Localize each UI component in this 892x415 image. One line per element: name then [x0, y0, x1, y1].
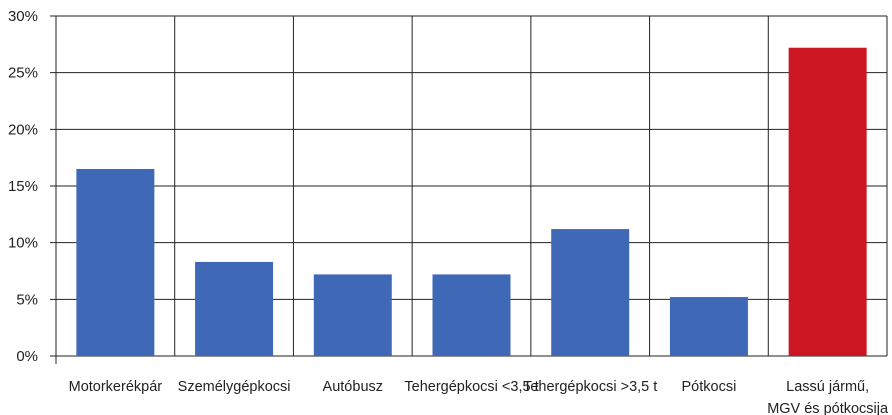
bar — [76, 169, 155, 356]
bar — [551, 229, 630, 356]
x-tick-label: Pótkocsi — [682, 379, 737, 395]
x-tick-label: Autóbusz — [323, 379, 383, 395]
bar — [195, 261, 274, 356]
y-axis-ticks: 0% 5% 10% 15% 20% 25% 30% — [8, 8, 38, 365]
y-tick-label: 0% — [16, 348, 38, 365]
x-tick-label: Tehergépkocsi <3,5 t — [404, 379, 538, 395]
x-tick-label: Lassú jármű, — [786, 379, 869, 395]
x-tick-label: MGV és pótkocsija — [767, 401, 889, 415]
grid-lines — [50, 15, 888, 364]
bar — [432, 274, 511, 356]
bar — [669, 297, 748, 356]
y-tick-label: 20% — [8, 121, 38, 138]
bar — [313, 274, 392, 356]
y-tick-label: 10% — [8, 235, 38, 252]
y-tick-label: 5% — [16, 291, 38, 308]
x-tick-label: Személygépkocsi — [178, 379, 291, 395]
y-tick-label: 15% — [8, 178, 38, 195]
x-tick-label: Tehergépkocsi >3,5 t — [523, 379, 657, 395]
y-tick-label: 25% — [8, 65, 38, 82]
bars — [76, 47, 867, 356]
bar — [788, 47, 867, 356]
x-tick-label: Motorkerékpár — [69, 379, 163, 395]
x-axis-ticks: Motorkerékpár Személygépkocsi Autóbusz Tehe… — [69, 379, 889, 415]
y-tick-label: 30% — [8, 8, 38, 25]
